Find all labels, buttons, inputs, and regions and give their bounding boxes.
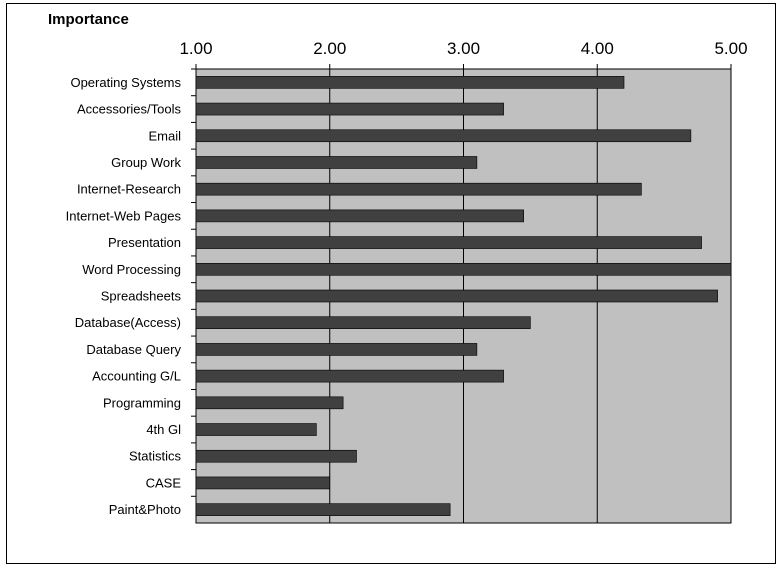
category-label: Statistics xyxy=(129,449,182,464)
bar xyxy=(195,156,478,169)
bar xyxy=(195,369,504,383)
bar xyxy=(195,343,478,356)
bar xyxy=(195,209,524,223)
bar xyxy=(195,289,718,303)
bar xyxy=(195,476,331,490)
bar xyxy=(195,503,451,516)
bar xyxy=(195,316,531,330)
bar xyxy=(195,423,317,436)
bar xyxy=(195,182,642,196)
x-tick-label: 4.00 xyxy=(581,39,614,58)
category-label: Operating Systems xyxy=(70,75,181,90)
x-tick-label: 5.00 xyxy=(714,39,747,58)
chart-title: Importance xyxy=(48,11,129,28)
category-label: CASE xyxy=(146,475,182,490)
category-label: Accounting G/L xyxy=(92,369,181,384)
category-label: Database Query xyxy=(86,342,181,357)
bar xyxy=(195,449,357,463)
bar xyxy=(195,102,504,116)
category-label: Programming xyxy=(103,395,181,410)
category-label: Database(Access) xyxy=(75,315,181,330)
bar xyxy=(195,76,625,89)
bar xyxy=(195,396,344,410)
category-label: Paint&Photo xyxy=(109,502,181,517)
category-label: Internet-Research xyxy=(77,182,181,197)
category-label: Email xyxy=(148,128,181,143)
bar xyxy=(195,129,692,143)
category-label: Group Work xyxy=(111,155,181,170)
category-label: Spreadsheets xyxy=(101,289,182,304)
category-label: 4th Gl xyxy=(146,422,181,437)
x-tick-label: 1.00 xyxy=(179,39,212,58)
bar xyxy=(195,236,702,249)
category-label: Accessories/Tools xyxy=(77,102,182,117)
category-label: Presentation xyxy=(108,235,181,250)
bar xyxy=(195,262,732,276)
x-tick-label: 2.00 xyxy=(313,39,346,58)
category-label: Word Processing xyxy=(82,262,181,277)
category-label: Internet-Web Pages xyxy=(66,208,182,223)
x-tick-label: 3.00 xyxy=(447,39,480,58)
